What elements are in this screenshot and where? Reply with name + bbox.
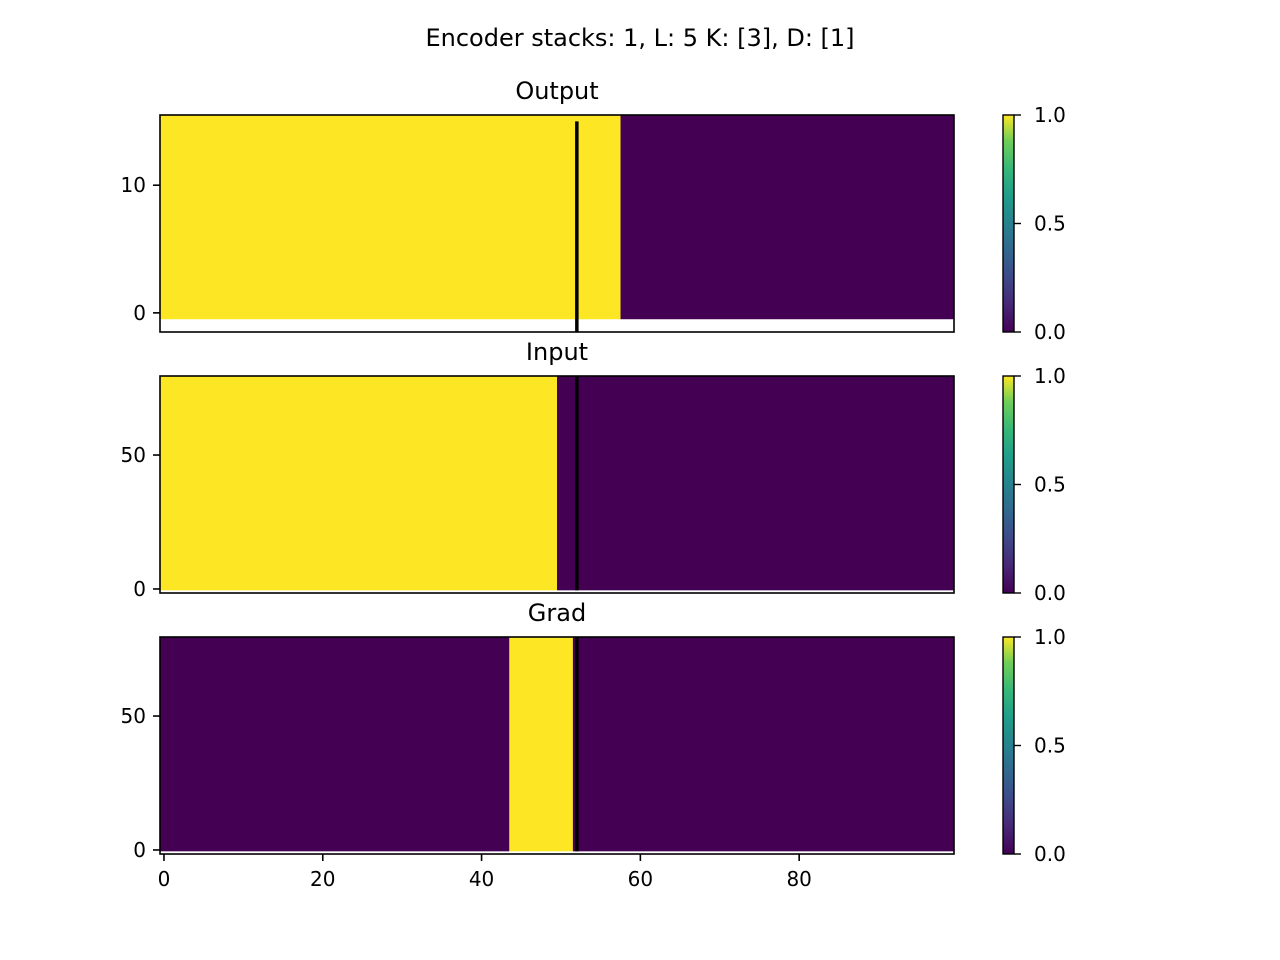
axes-frame [159,636,955,855]
colorbar-tick-label: 1.0 [1034,364,1066,388]
heatmap-cell-region [160,115,621,320]
axes-frame [159,114,955,333]
colorbar-tick-label: 1.0 [1034,625,1066,649]
x-tick-label: 0 [158,867,171,891]
heatmap-cell-region [509,637,573,852]
heatmap-cell-region [572,637,954,852]
y-tick-label: 50 [121,704,146,728]
colorbar: 0.0 0.5 1.0 [1002,103,1066,344]
colorbar-tick-label: 0.0 [1034,842,1066,866]
panel-title: Input [526,338,588,366]
colorbar-tick-label: 1.0 [1034,103,1066,127]
colorbar: 0.0 0.5 1.0 [1002,625,1066,866]
x-tick-label: 60 [628,867,653,891]
y-tick-label: 0 [133,577,146,601]
axes-frame [159,375,955,594]
heatmap-cell-region [620,115,954,320]
colorbar: 0.0 0.5 1.0 [1002,364,1066,605]
y-tick-label: 0 [133,301,146,325]
y-tick-label: 10 [121,173,146,197]
colorbar-gradient [1002,114,1015,333]
heatmap-cell-region [160,637,510,852]
x-tick-label: 80 [786,867,811,891]
heatmap-cell-region [557,376,954,591]
x-tick-label: 40 [469,867,494,891]
colorbar-tick-label: 0.0 [1034,320,1066,344]
x-tick-label: 20 [310,867,335,891]
colorbar-gradient [1002,375,1015,594]
panel-title: Grad [528,599,586,627]
colorbar-gradient [1002,636,1015,855]
y-tick-label: 0 [133,838,146,862]
colorbar-tick-label: 0.5 [1034,734,1066,758]
colorbar-tick-label: 0.5 [1034,212,1066,236]
figure-suptitle: Encoder stacks: 1, L: 5 K: [3], D: [1] [425,24,854,52]
heatmap-cell-region [160,376,557,591]
colorbar-tick-label: 0.0 [1034,581,1066,605]
colorbar-tick-label: 0.5 [1034,473,1066,497]
heatmap-panel-input: Input 0 50 0.0 0.5 1.0 [121,338,1066,605]
heatmap-panels: Output 0 10 0.0 0.5 1.0 Input 0 50 0.0 0.5 1.0 Grad 0… [121,77,1066,891]
heatmap-panel-grad: Grad 0 50 0 20 40 60 80 0.0 0.5 1.0 [121,599,1066,891]
y-tick-label: 50 [121,443,146,467]
panel-title: Output [515,77,598,105]
heatmap-panel-output: Output 0 10 0.0 0.5 1.0 [121,77,1066,344]
